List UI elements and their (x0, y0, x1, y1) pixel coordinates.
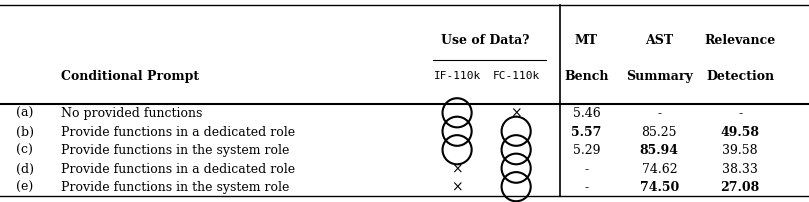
Text: Provide functions in a dedicated role: Provide functions in a dedicated role (61, 162, 294, 175)
Text: 49.58: 49.58 (721, 125, 760, 138)
Text: (e): (e) (16, 180, 33, 193)
Text: ×: × (451, 180, 463, 194)
Text: Provide functions in the system role: Provide functions in the system role (61, 143, 289, 157)
Text: -: - (584, 162, 589, 175)
Text: 74.62: 74.62 (642, 162, 677, 175)
Text: Provide functions in the system role: Provide functions in the system role (61, 180, 289, 193)
Text: Conditional Prompt: Conditional Prompt (61, 69, 199, 82)
Text: ×: × (510, 106, 522, 120)
Text: (b): (b) (16, 125, 34, 138)
Text: 5.46: 5.46 (573, 107, 600, 120)
Text: 5.57: 5.57 (571, 125, 602, 138)
Text: No provided functions: No provided functions (61, 107, 202, 120)
Text: Bench: Bench (564, 69, 609, 82)
Text: MT: MT (575, 34, 598, 47)
Text: AST: AST (646, 34, 673, 47)
Text: (d): (d) (16, 162, 34, 175)
Text: Relevance: Relevance (705, 34, 776, 47)
Text: Provide functions in a dedicated role: Provide functions in a dedicated role (61, 125, 294, 138)
Text: 5.29: 5.29 (573, 143, 600, 157)
Text: Use of Data?: Use of Data? (441, 34, 530, 47)
Text: 74.50: 74.50 (640, 180, 679, 193)
Text: -: - (738, 107, 743, 120)
Text: FC-110k: FC-110k (493, 71, 540, 81)
Text: -: - (657, 107, 662, 120)
Text: Summary: Summary (626, 69, 693, 82)
Text: 38.33: 38.33 (722, 162, 758, 175)
Text: (c): (c) (16, 143, 33, 157)
Text: IF-110k: IF-110k (434, 71, 481, 81)
Text: -: - (584, 180, 589, 193)
Text: ×: × (451, 161, 463, 175)
Text: 85.94: 85.94 (640, 143, 679, 157)
Text: Detection: Detection (706, 69, 774, 82)
Text: 39.58: 39.58 (722, 143, 758, 157)
Text: 27.08: 27.08 (721, 180, 760, 193)
Text: 85.25: 85.25 (642, 125, 677, 138)
Text: (a): (a) (16, 107, 33, 120)
